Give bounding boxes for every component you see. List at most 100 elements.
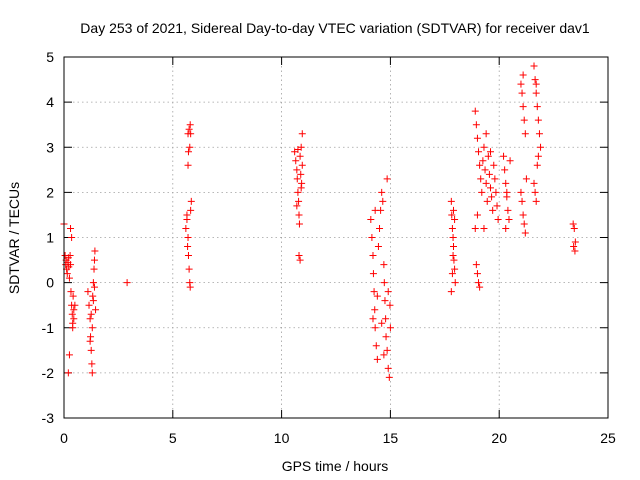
data-point xyxy=(532,89,540,97)
data-point xyxy=(70,315,78,323)
data-point xyxy=(65,351,73,359)
data-point xyxy=(90,265,98,273)
data-point xyxy=(371,324,379,332)
data-point xyxy=(570,243,578,251)
data-point xyxy=(480,143,488,151)
data-point xyxy=(477,175,485,183)
data-point xyxy=(369,252,377,260)
data-point xyxy=(292,157,300,165)
data-point xyxy=(450,256,458,264)
data-point xyxy=(449,234,457,241)
data-point xyxy=(295,211,303,219)
data-point xyxy=(522,175,530,183)
data-point xyxy=(65,274,73,282)
data-point xyxy=(294,188,302,196)
data-point xyxy=(70,306,78,314)
data-point xyxy=(471,224,479,232)
data-point xyxy=(505,215,513,223)
data-point xyxy=(186,143,194,151)
data-point xyxy=(373,355,381,363)
data-point xyxy=(184,243,192,251)
y-tick-label: 0 xyxy=(46,275,54,291)
data-point xyxy=(371,306,379,314)
x-tick-label: 10 xyxy=(274,430,290,446)
data-point xyxy=(533,161,541,169)
data-point xyxy=(86,315,94,323)
data-point xyxy=(519,103,527,111)
data-point xyxy=(501,166,509,174)
x-tick-label: 15 xyxy=(383,430,399,446)
data-point xyxy=(486,148,494,156)
data-point xyxy=(382,315,390,323)
data-point xyxy=(88,369,96,377)
data-point xyxy=(376,224,384,232)
data-point xyxy=(482,179,490,187)
data-point xyxy=(386,301,394,309)
data-point xyxy=(67,261,75,269)
data-point xyxy=(520,116,528,124)
data-point xyxy=(447,197,455,205)
chart-title: Day 253 of 2021, Sidereal Day-to-day VTE… xyxy=(80,20,590,36)
data-point xyxy=(476,161,484,169)
data-point xyxy=(533,103,541,111)
data-point xyxy=(378,319,386,327)
data-point xyxy=(521,229,529,237)
data-point xyxy=(90,256,98,264)
data-point xyxy=(530,62,538,70)
y-tick-label: 1 xyxy=(46,230,54,246)
data-point xyxy=(87,346,95,354)
data-point xyxy=(485,170,493,178)
y-tick-label: 2 xyxy=(46,184,54,200)
data-point xyxy=(494,215,502,223)
data-point xyxy=(534,152,542,160)
data-point xyxy=(88,324,96,332)
data-point xyxy=(296,256,304,264)
data-point xyxy=(66,252,74,260)
data-point xyxy=(502,224,510,232)
data-point xyxy=(71,301,79,309)
data-point xyxy=(123,279,131,287)
data-point xyxy=(295,220,303,228)
data-point xyxy=(384,364,392,372)
data-point xyxy=(484,152,492,160)
x-tick-label: 20 xyxy=(491,430,507,446)
data-point xyxy=(478,188,486,196)
data-point xyxy=(380,351,388,359)
data-point xyxy=(368,234,376,241)
data-point xyxy=(367,215,375,223)
x-tick-label: 5 xyxy=(169,430,177,446)
data-point xyxy=(372,342,380,350)
data-point xyxy=(531,188,539,196)
data-point xyxy=(186,121,194,129)
data-point xyxy=(86,337,94,345)
data-point xyxy=(85,301,93,309)
data-point xyxy=(92,306,100,314)
data-point xyxy=(184,252,192,260)
y-tick-label: 3 xyxy=(46,139,54,155)
data-point xyxy=(89,297,97,305)
data-point xyxy=(386,324,394,332)
data-point xyxy=(492,188,500,196)
data-point xyxy=(521,130,529,138)
data-point xyxy=(373,292,381,300)
data-point xyxy=(185,125,193,133)
data-point xyxy=(382,333,390,341)
data-point xyxy=(471,107,479,115)
data-point xyxy=(570,224,578,232)
data-point xyxy=(532,197,540,205)
data-point xyxy=(297,184,305,192)
data-point xyxy=(473,211,481,219)
data-point xyxy=(184,148,192,156)
data-point xyxy=(63,270,71,278)
data-point xyxy=(298,130,306,138)
data-point xyxy=(88,360,96,368)
data-point xyxy=(84,288,92,296)
data-point xyxy=(517,188,525,196)
data-point xyxy=(67,288,75,296)
data-point xyxy=(369,315,377,323)
data-point xyxy=(473,270,481,278)
data-point xyxy=(483,197,491,205)
data-point xyxy=(472,121,480,129)
data-point xyxy=(571,238,579,246)
